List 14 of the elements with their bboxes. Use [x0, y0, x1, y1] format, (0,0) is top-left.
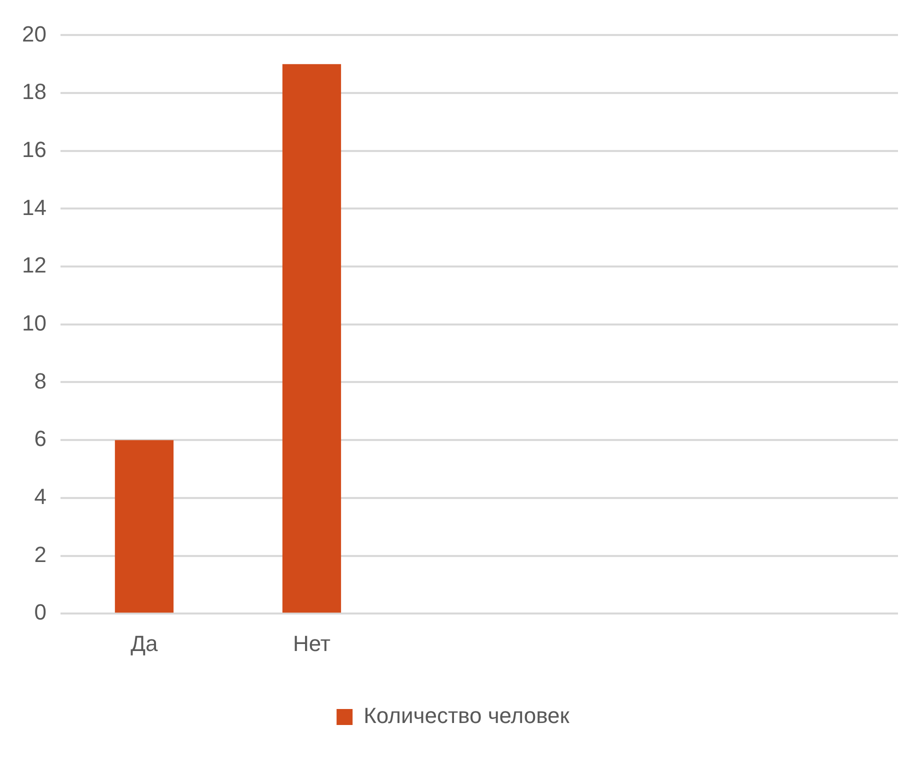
y-tick-label: 0: [34, 600, 46, 625]
y-tick-label: 20: [22, 21, 46, 46]
x-tick-label: Да: [130, 630, 159, 656]
y-tick-label: 6: [34, 426, 46, 452]
y-tick-label: 18: [22, 79, 46, 104]
y-tick-label: 2: [34, 542, 46, 567]
y-tick-label: 12: [22, 252, 46, 278]
x-tick-label: Нет: [292, 630, 330, 656]
y-tick-label: 10: [22, 310, 46, 336]
y-tick-label: 8: [34, 368, 46, 394]
y-tick-label: 16: [22, 136, 46, 162]
y-tick-label: 14: [22, 194, 46, 220]
legend-label: Количество человек: [364, 703, 570, 728]
y-tick-label: 4: [34, 484, 46, 509]
